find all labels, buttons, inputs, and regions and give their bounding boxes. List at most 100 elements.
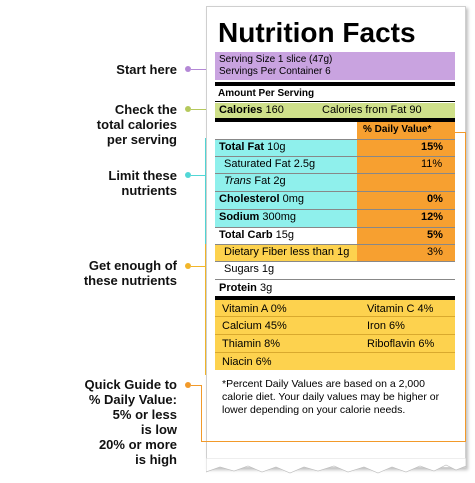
serving-size: Serving Size 1 slice (47g) <box>219 54 333 65</box>
serving-info: Serving Size 1 slice (47g) Servings Per … <box>215 52 455 80</box>
annotation-guide-line5: 20% or more <box>98 437 177 452</box>
calories-value: 160 <box>265 104 284 116</box>
annotation-enough-line2: these nutrients <box>83 273 177 288</box>
annotation-calories-line <box>191 109 215 110</box>
annotation-calories-dot <box>185 106 191 112</box>
annotation-calories-line3: per serving <box>106 132 177 147</box>
calcium: Calcium 45% <box>222 320 287 332</box>
nutrient-sodium-amount: 300mg <box>262 211 297 223</box>
annotation-guide-line3: 5% or less <box>112 407 177 422</box>
nutrient-saturated-fat-name: Saturated Fat <box>224 158 291 170</box>
nutrient-saturated-fat-dv: 11% <box>421 158 443 170</box>
annotation-enough-line <box>191 266 205 267</box>
row-sep-8 <box>215 261 455 262</box>
nutrient-protein-name: Protein <box>219 282 257 294</box>
nutrient-sugars: Sugars 1g <box>224 263 274 275</box>
annotation-guide-line1: Quick Guide to <box>84 377 177 392</box>
annotation-guide-bottom <box>201 441 466 442</box>
nutrient-trans-fat-name: Trans <box>224 175 252 187</box>
calories-from-fat: Calories from Fat 90 <box>322 104 422 116</box>
nutrient-sugars-name: Sugars <box>224 263 259 275</box>
limit-dv-bg <box>357 139 455 227</box>
nutrient-saturated-fat: Saturated Fat 2.5g <box>224 158 315 170</box>
row-sep-3 <box>215 173 455 174</box>
dv-header-bg <box>357 122 455 139</box>
annotation-limit-line <box>191 175 205 176</box>
row-sep-2 <box>215 156 455 157</box>
nutrient-total-carb-dv: 5% <box>427 229 443 241</box>
nutrient-total-fat-name: Total Fat <box>219 141 265 153</box>
footnote: *Percent Daily Values are based on a 2,0… <box>222 378 440 416</box>
nutrient-sodium-name: Sodium <box>219 211 260 223</box>
nutrient-total-carb-amount: 15g <box>275 229 294 241</box>
nutrient-sugars-amount: 1g <box>261 263 275 275</box>
vitamin-c: Vitamin C 4% <box>367 303 434 315</box>
limit-bg <box>215 139 357 227</box>
vitamin-a: Vitamin A 0% <box>222 303 287 315</box>
annotation-guide-dot <box>185 382 191 388</box>
annotation-calories-line2: total calories <box>96 117 177 132</box>
niacin: Niacin 6% <box>222 356 272 368</box>
vitamins-bg <box>215 300 455 370</box>
annotation-limit-bracket <box>205 138 206 254</box>
row-sep-6 <box>215 227 455 228</box>
dv-header: % Daily Value* <box>363 124 432 135</box>
rule-amount <box>215 101 455 102</box>
nutrient-protein: Protein 3g <box>219 282 272 294</box>
iron: Iron 6% <box>367 320 405 332</box>
nutrient-dietary-fiber: Dietary Fiber less than 1g <box>224 246 350 258</box>
annotation-guide-right <box>465 132 466 442</box>
thiamin: Thiamin 8% <box>222 338 281 350</box>
nutrient-cholesterol-dv: 0% <box>427 193 443 205</box>
vit-sep-1 <box>215 316 455 317</box>
nutrient-cholesterol-name: Cholesterol <box>219 193 280 205</box>
annotation-limit: Limit these nutrients <box>108 168 177 198</box>
annotation-guide-line <box>191 385 201 386</box>
annotation-enough-line1: Get enough of <box>88 258 177 273</box>
fiber-dv-bg <box>357 244 455 261</box>
amount-per-serving: Amount Per Serving <box>218 88 315 99</box>
annotation-start-line <box>191 69 215 70</box>
calories: Calories 160 <box>219 104 284 116</box>
nutrient-sodium: Sodium 300mg <box>219 211 296 223</box>
annotation-calories-line1: Check the <box>114 102 177 117</box>
nutrient-dietary-fiber-dv: 3% <box>427 246 443 258</box>
nutrient-sodium-dv: 12% <box>421 211 444 223</box>
annotation-start: Start here <box>116 62 177 77</box>
riboflavin: Riboflavin 6% <box>367 338 435 350</box>
annotation-limit-dot <box>185 172 191 178</box>
calories-row <box>215 103 455 118</box>
row-sep-5 <box>215 209 455 210</box>
nutrient-saturated-fat-amount: 2.5g <box>293 158 316 170</box>
nutrient-total-carb-name: Total Carb <box>219 229 273 241</box>
rule-thick-1 <box>215 82 455 86</box>
annotation-guide-line6: is high <box>135 452 177 467</box>
nutrient-total-fat-amount: 10g <box>267 141 286 153</box>
nutrient-cholesterol-amount: 0mg <box>282 193 304 205</box>
label-title: Nutrition Facts <box>218 17 416 48</box>
rule-thick-3 <box>215 296 455 300</box>
rule-thick-2 <box>215 118 455 122</box>
servings-per-container: Servings Per Container 6 <box>219 66 331 77</box>
nutrient-total-carb: Total Carb 15g <box>219 229 294 241</box>
vit-sep-3 <box>215 352 455 353</box>
torn-edge <box>206 458 466 474</box>
annotation-enough-bracket <box>205 244 206 374</box>
vit-sep-2 <box>215 334 455 335</box>
fiber-bg <box>215 244 357 261</box>
annotation-start-text: Start here <box>116 62 177 77</box>
annotation-limit-line1: Limit these <box>108 168 177 183</box>
annotation-start-dot <box>185 66 191 72</box>
nutrient-total-fat-dv: 15% <box>421 141 444 153</box>
row-sep-4 <box>215 191 455 192</box>
row-sep-1 <box>215 139 455 140</box>
annotation-enough: Get enough of these nutrients <box>84 258 177 288</box>
nutrient-trans-fat-amount: Fat 2g <box>254 175 286 187</box>
nutrient-total-fat: Total Fat 10g <box>219 141 285 153</box>
nutrient-cholesterol: Cholesterol 0mg <box>219 193 304 205</box>
annotation-guide-connector <box>201 385 202 441</box>
annotation-limit-line2: nutrients <box>121 183 177 198</box>
total-carb-dv-bg <box>357 227 455 244</box>
annotation-enough-dot <box>185 263 191 269</box>
annotation-guide-top <box>455 132 466 133</box>
